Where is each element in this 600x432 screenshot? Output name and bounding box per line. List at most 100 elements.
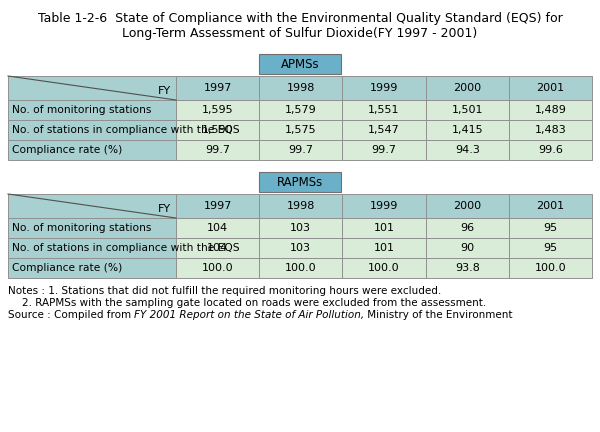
Bar — [343, 140, 425, 160]
Text: RAPMSs: RAPMSs — [277, 175, 323, 188]
Text: Ministry of the Environment: Ministry of the Environment — [365, 310, 513, 320]
Bar — [259, 76, 343, 100]
Bar — [509, 194, 592, 218]
Bar — [259, 194, 343, 218]
Text: 1997: 1997 — [203, 201, 232, 211]
Text: Long-Term Assessment of Sulfur Dioxide(FY 1997 - 2001): Long-Term Assessment of Sulfur Dioxide(F… — [122, 27, 478, 40]
Bar — [176, 218, 259, 238]
Text: 99.7: 99.7 — [205, 145, 230, 155]
Bar — [509, 120, 592, 140]
Bar — [176, 100, 259, 120]
Bar — [176, 120, 259, 140]
Text: 1997: 1997 — [203, 83, 232, 93]
Bar — [176, 76, 259, 100]
Bar — [343, 120, 425, 140]
Bar — [8, 120, 176, 140]
Bar — [8, 194, 176, 218]
Text: 104: 104 — [207, 223, 228, 233]
Text: 94.3: 94.3 — [455, 145, 479, 155]
Text: 1,551: 1,551 — [368, 105, 400, 115]
Bar — [425, 194, 509, 218]
Text: 1,501: 1,501 — [451, 105, 483, 115]
Bar — [259, 54, 341, 74]
Text: FY: FY — [158, 86, 171, 96]
Text: No. of monitoring stations: No. of monitoring stations — [12, 105, 151, 115]
Text: Source : Compiled from: Source : Compiled from — [8, 310, 134, 320]
Text: 99.7: 99.7 — [371, 145, 397, 155]
Text: 95: 95 — [544, 223, 557, 233]
Text: 2001: 2001 — [536, 83, 565, 93]
Text: 95: 95 — [544, 243, 557, 253]
Bar — [343, 100, 425, 120]
Text: 1998: 1998 — [287, 201, 315, 211]
Bar — [425, 218, 509, 238]
Text: 1,575: 1,575 — [285, 125, 317, 135]
Text: 90: 90 — [460, 243, 474, 253]
Bar — [176, 258, 259, 278]
Bar — [8, 238, 176, 258]
Bar — [509, 258, 592, 278]
Bar — [343, 258, 425, 278]
Bar — [509, 218, 592, 238]
Bar — [425, 140, 509, 160]
Bar — [509, 238, 592, 258]
Text: No. of monitoring stations: No. of monitoring stations — [12, 223, 151, 233]
Text: 1,547: 1,547 — [368, 125, 400, 135]
Text: 1998: 1998 — [287, 83, 315, 93]
Bar — [343, 194, 425, 218]
Bar — [425, 238, 509, 258]
Bar — [176, 238, 259, 258]
Text: 100.0: 100.0 — [202, 263, 233, 273]
Text: 1,595: 1,595 — [202, 105, 233, 115]
Text: 100.0: 100.0 — [535, 263, 566, 273]
Bar — [176, 194, 259, 218]
Bar — [176, 140, 259, 160]
Text: 1,590: 1,590 — [202, 125, 233, 135]
Bar — [8, 258, 176, 278]
Bar — [259, 120, 343, 140]
Bar — [8, 100, 176, 120]
Bar — [8, 140, 176, 160]
Text: 1999: 1999 — [370, 83, 398, 93]
Text: 96: 96 — [460, 223, 474, 233]
Text: Compliance rate (%): Compliance rate (%) — [12, 145, 122, 155]
Bar — [259, 218, 343, 238]
Text: 2000: 2000 — [453, 83, 481, 93]
Text: Table 1-2-6  State of Compliance with the Environmental Quality Standard (EQS) f: Table 1-2-6 State of Compliance with the… — [38, 12, 562, 25]
Text: 1,483: 1,483 — [535, 125, 566, 135]
Bar — [259, 258, 343, 278]
Text: 100.0: 100.0 — [285, 263, 317, 273]
Text: 1,579: 1,579 — [285, 105, 317, 115]
Text: No. of stations in compliance with the EQS: No. of stations in compliance with the E… — [12, 125, 239, 135]
Text: 2001: 2001 — [536, 201, 565, 211]
Bar — [425, 100, 509, 120]
Text: Compliance rate (%): Compliance rate (%) — [12, 263, 122, 273]
Text: 1,415: 1,415 — [451, 125, 483, 135]
Text: 2. RAPMSs with the sampling gate located on roads were excluded from the assessm: 2. RAPMSs with the sampling gate located… — [22, 298, 486, 308]
Bar — [509, 100, 592, 120]
Bar — [509, 76, 592, 100]
Bar — [259, 238, 343, 258]
Text: FY 2001 Report on the State of Air Pollution,: FY 2001 Report on the State of Air Pollu… — [134, 310, 365, 320]
Text: 103: 103 — [290, 223, 311, 233]
Text: Notes : 1. Stations that did not fulfill the required monitoring hours were excl: Notes : 1. Stations that did not fulfill… — [8, 286, 441, 296]
Text: FY: FY — [158, 204, 171, 214]
Text: 104: 104 — [207, 243, 228, 253]
Bar — [425, 120, 509, 140]
Bar — [259, 100, 343, 120]
Bar — [8, 218, 176, 238]
Text: APMSs: APMSs — [281, 57, 319, 70]
Text: 1999: 1999 — [370, 201, 398, 211]
Text: 99.6: 99.6 — [538, 145, 563, 155]
Bar — [259, 140, 343, 160]
Text: No. of stations in compliance with the EQS: No. of stations in compliance with the E… — [12, 243, 239, 253]
Bar — [343, 238, 425, 258]
Text: 101: 101 — [373, 243, 395, 253]
Text: 100.0: 100.0 — [368, 263, 400, 273]
Bar — [343, 218, 425, 238]
Bar — [259, 172, 341, 192]
Bar — [425, 76, 509, 100]
Text: 103: 103 — [290, 243, 311, 253]
Text: 1,489: 1,489 — [535, 105, 566, 115]
Text: 99.7: 99.7 — [289, 145, 313, 155]
